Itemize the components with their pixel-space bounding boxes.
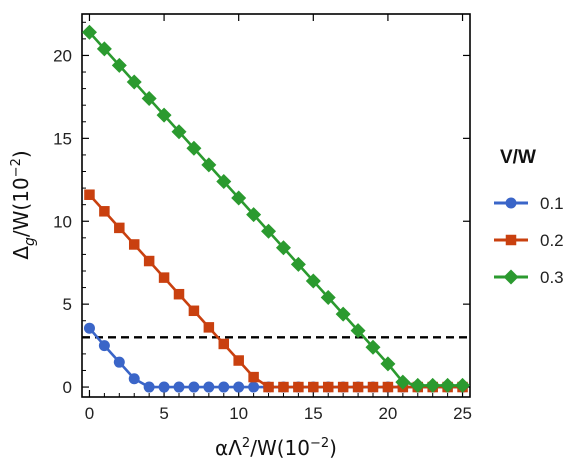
data-point: [203, 322, 215, 333]
legend-entry-0.1: 0.1: [494, 194, 564, 213]
data-point: [233, 381, 245, 393]
x-tick-label: 0: [85, 404, 94, 423]
x-axis-title: αΛ2/W(10−2): [215, 436, 337, 460]
data-point: [216, 173, 232, 189]
data-point: [113, 356, 125, 368]
data-point: [455, 377, 471, 393]
data-point: [248, 381, 260, 393]
data-point: [320, 290, 336, 306]
data-point: [380, 356, 396, 372]
x-tick-label: 25: [453, 404, 472, 423]
y-tick-label: 0: [63, 378, 72, 397]
data-point: [171, 124, 187, 140]
data-point: [158, 381, 170, 393]
data-point: [261, 223, 277, 239]
data-point: [128, 373, 140, 385]
data-point: [173, 381, 185, 393]
legend-label: 0.3: [540, 268, 564, 287]
data-point: [128, 239, 140, 250]
data-point: [275, 240, 291, 256]
data-point: [126, 74, 142, 90]
x-tick-label: 20: [378, 404, 397, 423]
data-point: [505, 234, 517, 246]
data-point: [263, 381, 274, 393]
legend-title: V/W: [500, 147, 536, 168]
data-point: [141, 91, 157, 107]
data-point: [143, 381, 155, 393]
x-axis-ticks: 0 5 10 15 20 25: [85, 14, 472, 423]
data-point: [156, 107, 172, 123]
data-point: [188, 381, 200, 393]
data-point: [201, 157, 217, 173]
y-tick-label: 10: [53, 212, 72, 231]
y-axis-title: Δg/W(10−2): [9, 150, 38, 259]
data-point: [81, 24, 97, 40]
data-point: [218, 381, 230, 393]
data-point: [218, 338, 230, 350]
data-point: [111, 57, 127, 73]
y-axis-ticks: 0 5 10 15 20: [53, 21, 470, 397]
series-line: [88, 327, 463, 389]
series-line: [88, 31, 463, 387]
data-point: [278, 381, 289, 393]
data-point: [382, 381, 394, 393]
series-0.2: [84, 189, 468, 393]
data-point: [186, 140, 202, 156]
data-point: [410, 377, 426, 393]
data-point: [425, 377, 441, 393]
legend-label: 0.2: [540, 231, 564, 250]
y-tick-label: 20: [53, 46, 72, 65]
data-point: [173, 288, 185, 300]
x-tick-label: 15: [304, 404, 323, 423]
y-tick-label: 15: [53, 129, 72, 148]
data-point: [83, 322, 95, 334]
data-point: [246, 207, 262, 223]
data-point: [98, 340, 110, 352]
data-point: [440, 377, 456, 393]
data-point: [290, 256, 306, 272]
data-point: [233, 355, 244, 366]
data-point: [158, 272, 170, 283]
legend-entry-0.2: 0.2: [494, 231, 564, 250]
x-tick-label: 10: [229, 404, 248, 423]
data-point: [350, 323, 366, 339]
plot-frame: [81, 13, 471, 398]
data-point: [96, 41, 112, 57]
data-point: [365, 339, 381, 355]
data-point: [337, 381, 349, 393]
series-layer: [81, 24, 471, 393]
data-point: [395, 374, 411, 390]
data-point: [308, 381, 319, 393]
data-point: [367, 381, 379, 393]
series-line: [88, 193, 463, 389]
data-point: [114, 222, 125, 234]
data-point: [188, 305, 200, 317]
data-point: [84, 189, 95, 200]
data-point: [505, 197, 517, 209]
y-tick-label: 5: [63, 295, 72, 314]
data-point: [248, 371, 259, 383]
data-point: [293, 381, 304, 393]
data-point: [305, 273, 321, 289]
data-point: [322, 381, 334, 393]
series-0.1: [83, 322, 469, 393]
data-point: [203, 381, 215, 393]
data-point: [352, 381, 364, 393]
x-tick-label: 5: [159, 404, 168, 423]
legend-label: 0.1: [540, 194, 564, 213]
data-point: [143, 255, 155, 267]
series-0.3: [81, 24, 471, 393]
data-point: [503, 269, 519, 285]
data-point: [335, 306, 351, 322]
legend: 0.1 0.2 0.3: [494, 194, 564, 287]
data-point: [99, 206, 110, 217]
data-point: [231, 190, 247, 206]
legend-entry-0.3: 0.3: [494, 268, 564, 287]
